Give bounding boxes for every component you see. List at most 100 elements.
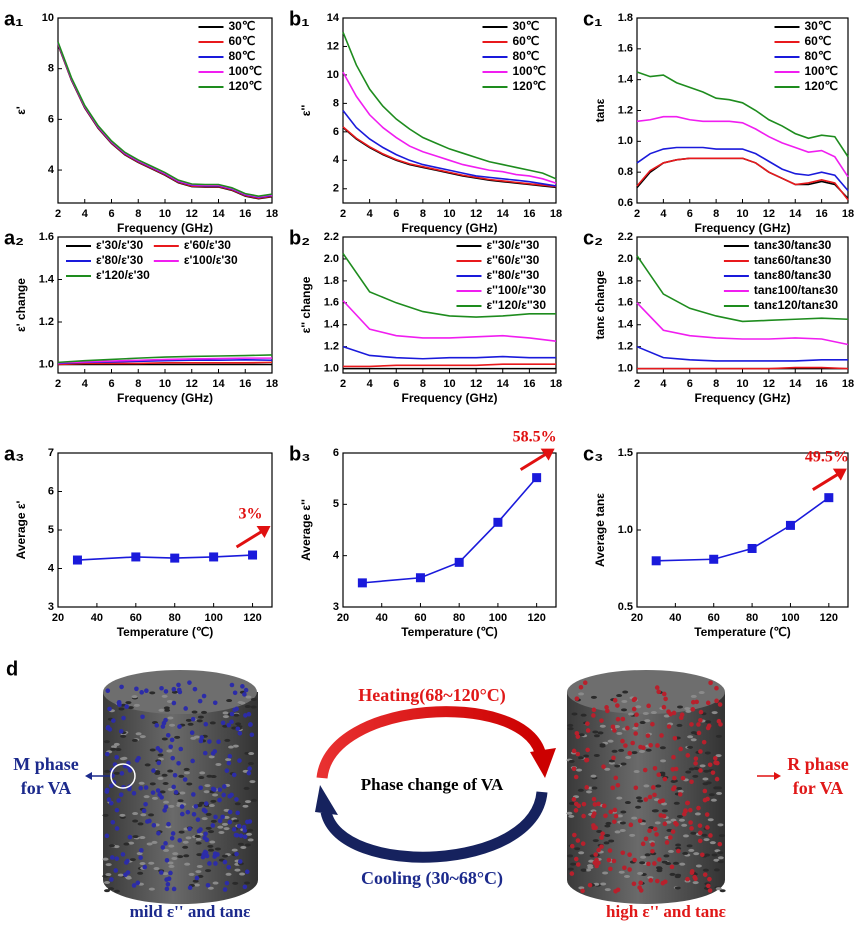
texture — [659, 746, 666, 750]
y-tick-label: 5 — [48, 524, 54, 536]
texture — [580, 868, 587, 872]
texture — [675, 843, 682, 847]
series-line — [636, 71, 849, 158]
texture — [168, 864, 175, 868]
texture — [600, 882, 607, 886]
texture — [234, 802, 241, 806]
y-tick-label: 1.4 — [618, 74, 634, 86]
texture — [693, 852, 700, 856]
x-tick-label: 16 — [239, 378, 251, 390]
texture — [592, 730, 599, 734]
texture — [608, 759, 615, 763]
particle — [169, 737, 175, 743]
particle — [604, 705, 609, 710]
x-tick-label: 80 — [746, 612, 758, 624]
particle — [610, 724, 616, 730]
texture — [204, 784, 211, 788]
texture — [153, 867, 160, 871]
particle — [204, 853, 210, 859]
particle — [706, 723, 712, 729]
particle — [601, 803, 607, 809]
texture — [102, 857, 109, 861]
particle — [678, 746, 683, 752]
particle — [125, 870, 131, 875]
x-tick-label: 100 — [489, 612, 507, 624]
particle — [669, 864, 675, 870]
x-tick-label: 10 — [443, 208, 455, 220]
texture — [148, 887, 155, 891]
x-tick-label: 12 — [186, 378, 198, 390]
particle — [676, 848, 681, 854]
particle — [714, 685, 719, 691]
particle — [143, 802, 148, 807]
particle — [688, 807, 693, 813]
particle — [247, 819, 253, 824]
particle — [110, 819, 116, 825]
texture — [616, 731, 623, 735]
particle — [176, 760, 181, 766]
texture — [694, 812, 701, 816]
particle — [637, 885, 642, 890]
texture — [639, 861, 646, 865]
x-tick-label: 18 — [266, 378, 278, 390]
particle — [569, 843, 575, 849]
texture — [193, 883, 200, 887]
particle — [612, 698, 618, 703]
texture — [663, 714, 670, 718]
texture — [676, 723, 683, 727]
texture — [568, 801, 575, 805]
series-line — [343, 363, 556, 368]
y-axis-title: Average ε'' — [299, 499, 313, 561]
texture — [681, 823, 688, 827]
texture — [715, 754, 722, 758]
texture — [632, 726, 639, 730]
texture — [225, 758, 232, 762]
x-tick-label: 10 — [159, 208, 171, 220]
particle — [717, 702, 723, 707]
texture — [574, 847, 581, 851]
particle — [632, 857, 637, 863]
particle — [615, 716, 621, 722]
particle — [111, 718, 116, 723]
texture — [222, 711, 229, 715]
particle — [698, 768, 703, 773]
x-tick-label: 14 — [212, 208, 225, 220]
particle — [573, 808, 579, 813]
texture — [234, 868, 241, 872]
particle — [705, 825, 710, 830]
texture — [620, 762, 627, 766]
x-tick-label: 4 — [82, 208, 89, 220]
particle — [677, 792, 683, 797]
particle — [652, 765, 658, 771]
particle — [217, 818, 223, 824]
particle — [201, 807, 207, 813]
texture — [195, 870, 202, 874]
texture — [161, 694, 168, 698]
phase-label: R phase — [787, 754, 849, 774]
particle — [582, 680, 588, 686]
y-tick-label: 1.6 — [618, 297, 633, 309]
texture — [137, 871, 144, 875]
texture — [162, 781, 169, 785]
series-line — [77, 554, 253, 561]
x-tick-label: 8 — [713, 378, 719, 390]
texture — [642, 711, 649, 715]
particle — [575, 862, 581, 867]
legend-label: 60℃ — [513, 34, 540, 48]
particle — [662, 821, 668, 827]
y-tick-label: 0.8 — [618, 166, 633, 178]
series-line — [636, 146, 849, 192]
particle — [689, 870, 695, 876]
y-tick-label: 2.2 — [324, 231, 339, 243]
texture — [166, 699, 173, 703]
particle — [685, 876, 690, 882]
particle — [642, 767, 648, 773]
texture — [208, 804, 215, 808]
texture — [645, 748, 652, 752]
y-tick-label: 6 — [48, 113, 54, 125]
particle — [213, 814, 218, 820]
particle — [606, 857, 612, 863]
legend-label: 80℃ — [805, 49, 832, 63]
texture — [570, 862, 577, 866]
texture — [568, 814, 575, 818]
